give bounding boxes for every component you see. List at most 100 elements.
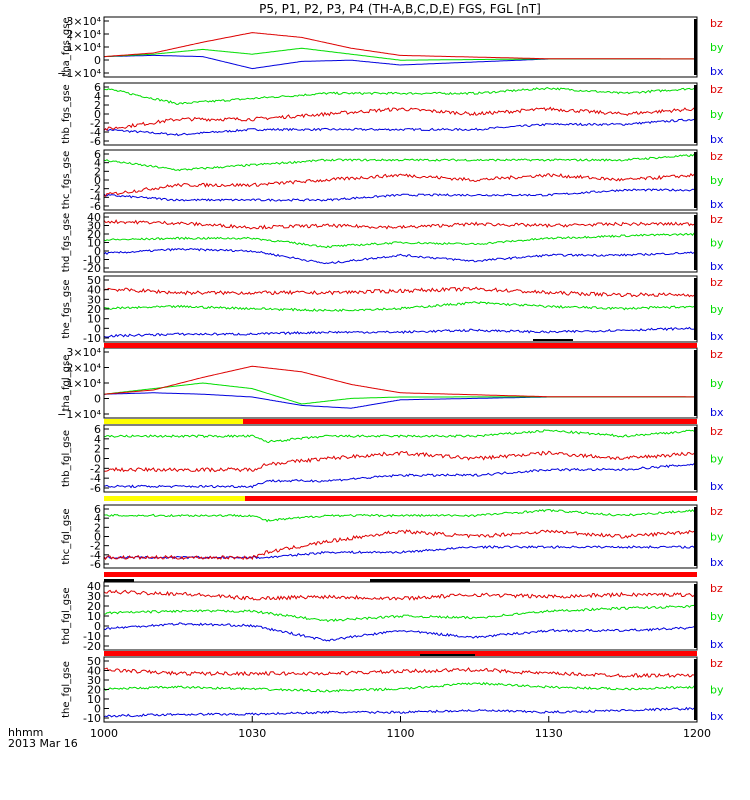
y-tick-label: -10 [83, 332, 101, 345]
x-tick-label: 1030 [238, 727, 266, 740]
y-tick-label: 4 [94, 433, 101, 446]
legend-bz: bz [710, 83, 723, 96]
y-tick-label: 30 [87, 590, 101, 603]
y-tick-label: -2 [90, 462, 101, 475]
y-axis-label: thb_fgl_gse [61, 430, 72, 487]
y-tick-label: 10 [87, 237, 101, 250]
legend-by: by [710, 41, 724, 54]
y-tick-label: 30 [87, 293, 101, 306]
edge-marker [694, 152, 697, 208]
legend-by: by [710, 303, 724, 316]
y-tick-label: 40 [87, 211, 101, 224]
series-by-line [104, 604, 697, 623]
series-by-line [104, 153, 697, 172]
y-tick-label: -20 [83, 262, 101, 275]
edge-marker [694, 659, 697, 720]
time-units-label: hhmm [8, 726, 43, 739]
y-tick-label: 6 [94, 81, 101, 94]
status-bar [104, 651, 697, 656]
y-tick-label: 2×10⁴ [66, 362, 101, 375]
series-by-line [104, 681, 697, 693]
y-tick-label: -20 [83, 640, 101, 653]
y-tick-label: 1×10⁴ [66, 377, 101, 390]
y-tick-label: 10 [87, 313, 101, 326]
series-bz-line [104, 529, 697, 561]
legend-by: by [710, 174, 724, 187]
series-bz-line [104, 667, 697, 679]
y-axis-label: the_fgs_gse [61, 279, 72, 338]
edge-marker [694, 215, 697, 270]
y-tick-label: -6 [90, 135, 101, 148]
legend-bz: bz [710, 150, 723, 163]
y-tick-label: 30 [87, 674, 101, 687]
edge-marker [694, 278, 697, 340]
y-tick-label: -4 [90, 191, 101, 204]
y-tick-label: 6 [94, 423, 101, 436]
y-tick-label: -10 [83, 712, 101, 725]
legend-bx: bx [710, 198, 724, 211]
y-tick-label: 0 [94, 54, 101, 67]
series-bx-line [104, 188, 697, 202]
y-tick-label: 0 [94, 108, 101, 121]
status-bar [104, 343, 697, 348]
status-bar [104, 419, 243, 424]
edge-marker [694, 350, 697, 416]
y-tick-label: 2 [94, 443, 101, 456]
flag-marker [104, 579, 134, 582]
y-axis-label: thc_fgl_gse [61, 508, 72, 564]
y-tick-label: -4 [90, 472, 101, 485]
legend-bz: bz [710, 425, 723, 438]
edge-marker [694, 19, 697, 75]
y-tick-label: 50 [87, 655, 101, 668]
y-tick-label: −1×10⁴ [57, 67, 101, 80]
y-tick-label: -2 [90, 117, 101, 130]
edge-marker [694, 584, 697, 648]
legend-bz: bz [710, 657, 723, 670]
status-bar [104, 572, 697, 577]
legend-bz: bz [710, 348, 723, 361]
y-tick-label: 40 [87, 665, 101, 678]
edge-marker [694, 85, 697, 143]
series-by-line [104, 87, 697, 105]
flag-marker [420, 654, 475, 656]
y-tick-label: 20 [87, 303, 101, 316]
series-bz-line [104, 589, 697, 601]
legend-bx: bx [710, 480, 724, 493]
y-tick-label: -6 [90, 200, 101, 213]
y-tick-label: -6 [90, 482, 101, 495]
y-axis-label: tha_fgs_gse [61, 17, 72, 76]
y-tick-label: 50 [87, 274, 101, 287]
y-tick-label: 3×10⁴ [66, 15, 101, 28]
series-bx-line [104, 247, 697, 265]
series-by-line [104, 429, 697, 444]
y-tick-label: 0 [94, 703, 101, 716]
y-tick-label: -10 [83, 630, 101, 643]
x-tick-label: 1000 [90, 727, 118, 740]
x-tick-label: 1100 [387, 727, 415, 740]
legend-bx: bx [710, 330, 724, 343]
legend-bx: bx [710, 710, 724, 723]
status-bar [104, 496, 245, 501]
panel-frame [103, 82, 698, 146]
time-axis: 1000 1030 1100 1130 1200 [90, 716, 711, 740]
x-tick-label: 1130 [535, 727, 563, 740]
legend-by: by [710, 377, 724, 390]
legend-bz: bz [710, 213, 723, 226]
y-tick-label: 20 [87, 684, 101, 697]
legend-bx: bx [710, 65, 724, 78]
y-tick-label: 30 [87, 220, 101, 233]
panel-frame [103, 16, 698, 78]
status-bar [245, 496, 697, 501]
legend-bx: bx [710, 638, 724, 651]
y-tick-label: 20 [87, 600, 101, 613]
flag-marker [370, 579, 470, 582]
y-tick-label: 40 [87, 284, 101, 297]
y-tick-label: 0 [94, 393, 101, 406]
y-tick-label: -2 [90, 183, 101, 196]
